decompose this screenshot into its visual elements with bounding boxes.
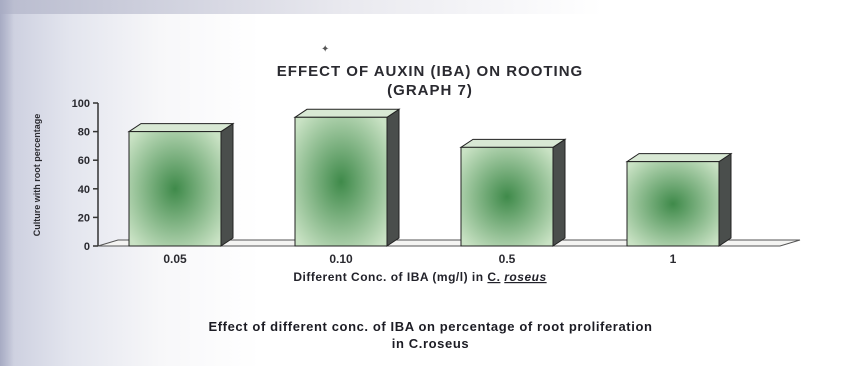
scan-top-band xyxy=(0,0,861,14)
y-axis-label: Culture with root percentage xyxy=(32,114,42,237)
chart-title-line-1: EFFECT OF AUXIN (IBA) ON ROOTING xyxy=(277,63,583,80)
bar-top-0.10 xyxy=(293,108,401,118)
figure-caption-line-2: in C.roseus xyxy=(391,336,470,351)
chart-title-line-2: (GRAPH 7) xyxy=(387,82,473,99)
stray-mark-1: ✦ xyxy=(321,44,329,55)
bar-front-0.10 xyxy=(294,116,388,247)
y-tick-label-20: 20 xyxy=(78,212,90,224)
figure-caption-line-1: Effect of different conc. of IBA on perc… xyxy=(208,319,653,334)
bar-0.05 xyxy=(127,122,235,247)
bar-0.5 xyxy=(459,138,567,247)
x-axis-label-genus: C. xyxy=(487,270,500,284)
x-axis-tick-labels: 0.05 0.10 0.5 1 xyxy=(163,252,676,266)
y-tick-label-60: 60 xyxy=(78,155,90,167)
bar-series xyxy=(127,108,733,247)
bar-front-0.5 xyxy=(460,146,554,247)
bar-top-0.5 xyxy=(459,138,567,148)
bar-0.10 xyxy=(293,108,401,247)
x-axis-label-prefix: Different Conc. of IBA (mg/l) in xyxy=(293,270,487,284)
bar-side-0.05 xyxy=(220,122,234,247)
y-axis-ticks: 0 20 40 60 80 100 xyxy=(72,98,98,253)
x-tick-label-0.5: 0.5 xyxy=(499,252,516,266)
scan-left-edge xyxy=(0,0,14,366)
x-tick-label-0.05: 0.05 xyxy=(163,252,187,266)
x-axis-label-species: roseus xyxy=(504,270,546,284)
x-tick-label-0.10: 0.10 xyxy=(329,252,353,266)
bar-1 xyxy=(625,152,733,247)
bar-top-1 xyxy=(625,153,733,163)
y-tick-label-80: 80 xyxy=(78,127,90,139)
y-tick-label-100: 100 xyxy=(72,98,90,110)
bar-side-1 xyxy=(718,152,732,247)
bar-front-0.05 xyxy=(128,131,222,247)
bar-side-0.10 xyxy=(386,108,400,247)
bar-side-0.5 xyxy=(552,138,566,247)
y-tick-label-40: 40 xyxy=(78,184,90,196)
y-tick-label-0: 0 xyxy=(84,241,90,253)
x-axis-label: Different Conc. of IBA (mg/l) in C. rose… xyxy=(293,270,546,284)
bar-front-1 xyxy=(626,161,720,247)
bar-top-0.05 xyxy=(127,123,235,133)
x-tick-label-1: 1 xyxy=(670,252,677,266)
